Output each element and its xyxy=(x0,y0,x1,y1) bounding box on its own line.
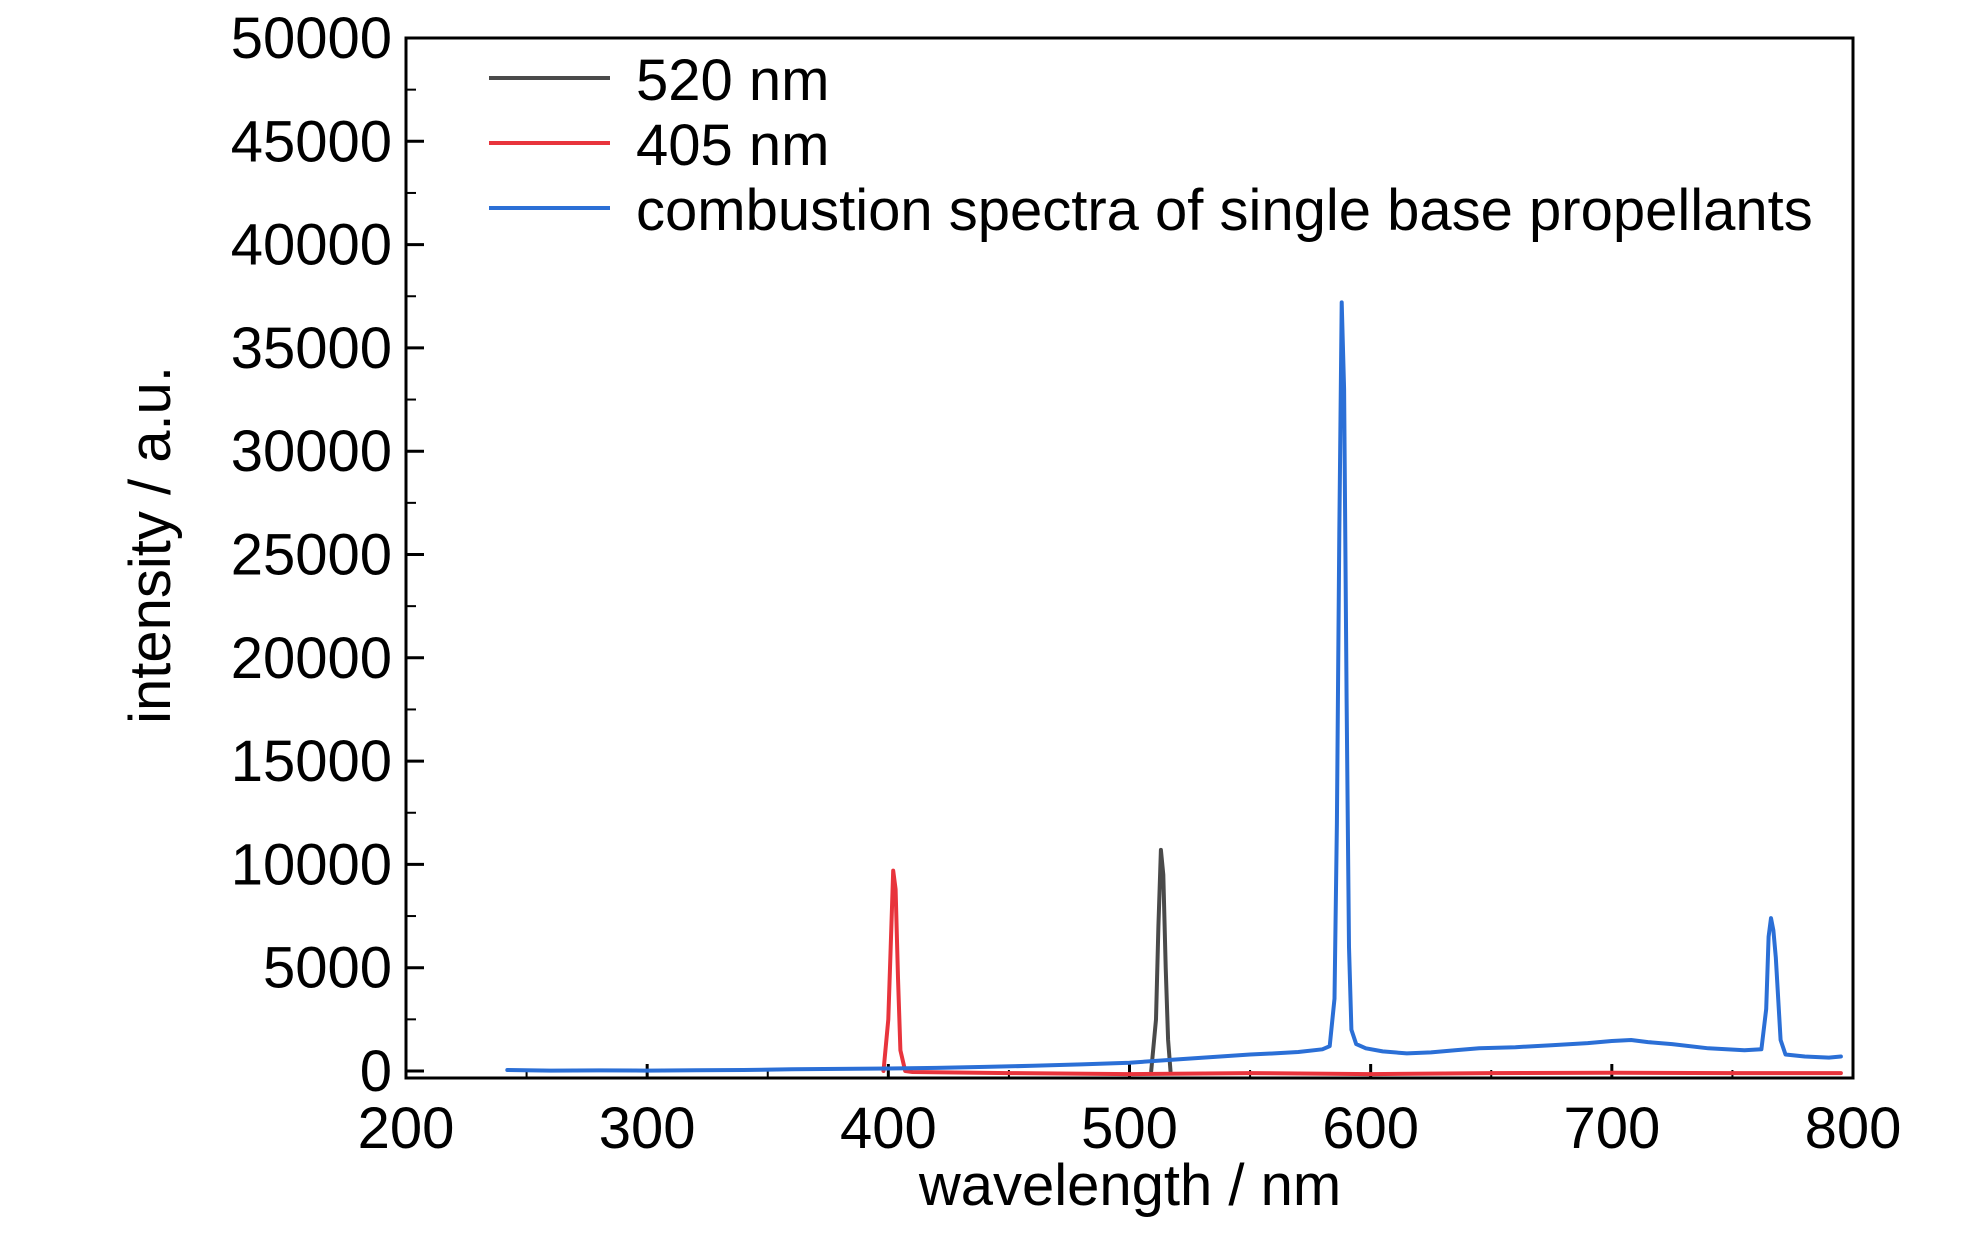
series-line-combustion xyxy=(505,300,1843,1073)
series-layer xyxy=(505,300,1843,1077)
x-axis-label: wavelength / nm xyxy=(918,1153,1341,1218)
y-tick-label: 25000 xyxy=(231,523,392,588)
x-tick-label: 200 xyxy=(358,1096,455,1161)
legend-label: 405 nm xyxy=(636,113,829,178)
x-tick-label: 500 xyxy=(1081,1096,1178,1161)
y-tick-label: 50000 xyxy=(231,6,392,71)
y-tick-label: 45000 xyxy=(231,109,392,174)
y-tick-label: 0 xyxy=(360,1039,392,1104)
x-tick-label: 300 xyxy=(599,1096,696,1161)
y-tick-label: 20000 xyxy=(231,626,392,691)
y-tick-label: 10000 xyxy=(231,832,392,897)
legend-label: combustion spectra of single base propel… xyxy=(636,178,1813,243)
series-line-405 xyxy=(881,868,1843,1077)
y-tick-label: 15000 xyxy=(231,729,392,794)
legend-label: 520 nm xyxy=(636,48,829,113)
y-tick-label: 30000 xyxy=(231,419,392,484)
axes-layer: 200 300 400 500 600 700 800 0 5000 10000 15000 2000… xyxy=(231,6,1902,1161)
x-tick-label: 800 xyxy=(1805,1096,1902,1161)
x-tick-label: 600 xyxy=(1322,1096,1419,1161)
series-line-520 xyxy=(1149,847,1173,1073)
y-tick-label: 40000 xyxy=(231,213,392,278)
x-tick-label: 700 xyxy=(1563,1096,1660,1161)
y-tick-label: 5000 xyxy=(263,936,392,1001)
x-tick-label: 400 xyxy=(840,1096,937,1161)
y-axis-label: intensity / a.u. xyxy=(118,366,183,724)
y-tick-label: 35000 xyxy=(231,316,392,381)
